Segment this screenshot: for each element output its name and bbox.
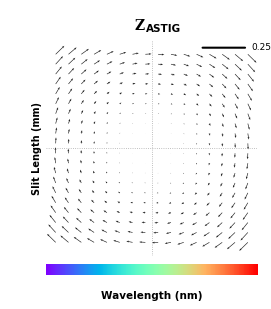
Y-axis label: Slit Length (mm): Slit Length (mm)	[32, 102, 42, 195]
Text: Z: Z	[135, 19, 145, 33]
Text: 0.25λ: 0.25λ	[252, 43, 271, 52]
Text: Wavelength (nm): Wavelength (nm)	[101, 291, 202, 301]
Text: ASTIG: ASTIG	[146, 24, 182, 34]
